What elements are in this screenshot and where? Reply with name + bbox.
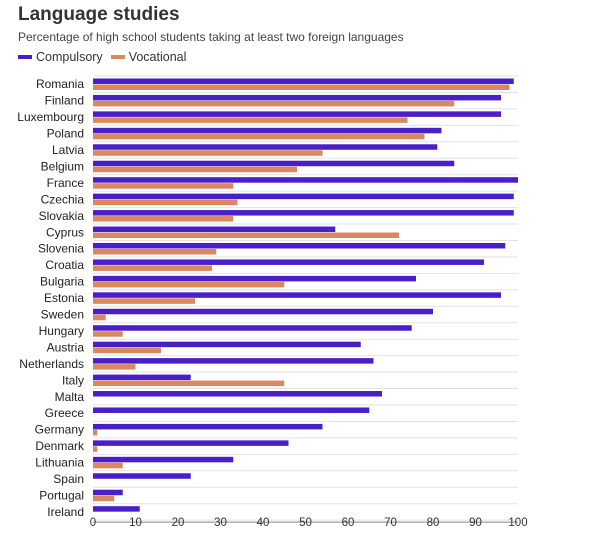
x-tick-label: 90 <box>469 517 482 529</box>
bar-compulsory <box>93 374 191 381</box>
x-tick-label: 100 <box>508 517 527 529</box>
bar-vocational <box>93 133 425 140</box>
legend-item-compulsory: Compulsory <box>18 50 103 64</box>
bar-compulsory <box>93 489 123 496</box>
category-label: Cyprus <box>46 225 84 239</box>
x-tick-label: 60 <box>342 517 355 529</box>
category-label: Hungary <box>39 324 84 338</box>
x-tick-label: 0 <box>90 517 96 529</box>
bar-vocational <box>93 166 297 173</box>
category-label: Austria <box>47 340 85 354</box>
bar-compulsory <box>93 506 140 512</box>
x-tick-label: 20 <box>172 517 185 529</box>
bar-compulsory <box>93 78 514 84</box>
category-label: Finland <box>45 94 84 108</box>
category-label: Denmark <box>35 439 85 453</box>
bar-compulsory <box>93 144 438 150</box>
category-label: Latvia <box>52 143 84 157</box>
category-label: Bulgaria <box>40 275 84 289</box>
bar-compulsory <box>93 210 514 216</box>
category-label: Sweden <box>41 308 84 322</box>
category-label: Poland <box>47 127 84 141</box>
bar-compulsory <box>93 341 361 348</box>
bar-vocational <box>93 117 408 123</box>
legend-item-vocational: Vocational <box>110 50 187 64</box>
bar-compulsory <box>93 473 191 479</box>
bar-compulsory <box>93 292 501 298</box>
category-label: Ireland <box>47 505 84 519</box>
category-label: Netherlands <box>19 357 84 371</box>
bar-compulsory <box>93 440 289 446</box>
bar-vocational <box>93 314 106 321</box>
bar-compulsory <box>93 111 501 117</box>
legend-label-vocational: Vocational <box>128 50 187 64</box>
x-tick-label: 50 <box>299 517 312 529</box>
bar-compulsory <box>93 325 412 331</box>
bar-vocational <box>93 100 455 107</box>
bar-vocational <box>93 298 195 304</box>
bar-compulsory <box>93 160 455 167</box>
bar-compulsory <box>93 407 370 413</box>
chart-subtitle: Percentage of high school students takin… <box>18 30 404 44</box>
chart-legend: Compulsory Vocational <box>18 50 194 64</box>
bar-compulsory <box>93 423 323 430</box>
chart-title: Language studies <box>18 4 180 25</box>
bar-vocational <box>93 462 123 469</box>
bar-vocational <box>93 199 238 206</box>
x-tick-label: 40 <box>257 517 270 529</box>
x-tick-label: 30 <box>214 517 227 529</box>
category-label: Germany <box>35 423 84 437</box>
category-label: Romania <box>36 77 84 91</box>
category-label: France <box>47 176 85 190</box>
category-label: Malta <box>55 390 85 404</box>
bar-vocational <box>93 232 399 239</box>
x-tick-label: 10 <box>129 517 142 529</box>
category-label: Spain <box>53 472 84 486</box>
legend-label-compulsory: Compulsory <box>36 50 103 64</box>
category-label: Slovakia <box>39 209 85 223</box>
bar-vocational <box>93 248 217 255</box>
category-label: Lithuania <box>35 456 84 470</box>
bar-vocational <box>93 446 98 452</box>
category-label: Italy <box>62 373 84 387</box>
x-tick-label: 80 <box>427 517 440 529</box>
bar-vocational <box>93 495 115 502</box>
bar-compulsory <box>93 127 442 134</box>
legend-swatch-vocational <box>110 55 125 59</box>
bar-vocational <box>93 84 510 90</box>
category-label: Belgium <box>41 159 84 173</box>
category-label: Czechia <box>41 192 85 206</box>
bar-compulsory <box>93 308 433 315</box>
bar-compulsory <box>93 226 336 233</box>
bar-compulsory <box>93 259 484 265</box>
bar-compulsory <box>93 242 506 249</box>
category-label: Luxembourg <box>17 110 84 124</box>
bar-vocational <box>93 364 136 370</box>
x-tick-label: 70 <box>384 517 397 529</box>
bar-vocational <box>93 265 212 271</box>
bar-compulsory <box>93 358 374 364</box>
bar-compulsory <box>93 275 416 282</box>
bar-vocational <box>93 429 98 436</box>
bar-vocational <box>93 281 285 288</box>
bar-vocational <box>93 347 161 354</box>
legend-swatch-compulsory <box>18 55 32 59</box>
bar-compulsory <box>93 456 234 463</box>
bar-compulsory <box>93 177 518 183</box>
category-label: Slovenia <box>38 242 84 256</box>
bar-compulsory <box>93 391 382 397</box>
category-label: Croatia <box>45 258 84 272</box>
bar-vocational <box>93 183 234 189</box>
bar-vocational <box>93 380 285 387</box>
bar-compulsory <box>93 94 501 101</box>
category-label: Estonia <box>44 291 84 305</box>
bar-vocational <box>93 331 123 337</box>
category-label: Greece <box>45 406 85 420</box>
category-label: Portugal <box>39 488 84 502</box>
bar-compulsory <box>93 193 514 200</box>
bar-vocational <box>93 216 234 222</box>
bar-vocational <box>93 150 323 156</box>
